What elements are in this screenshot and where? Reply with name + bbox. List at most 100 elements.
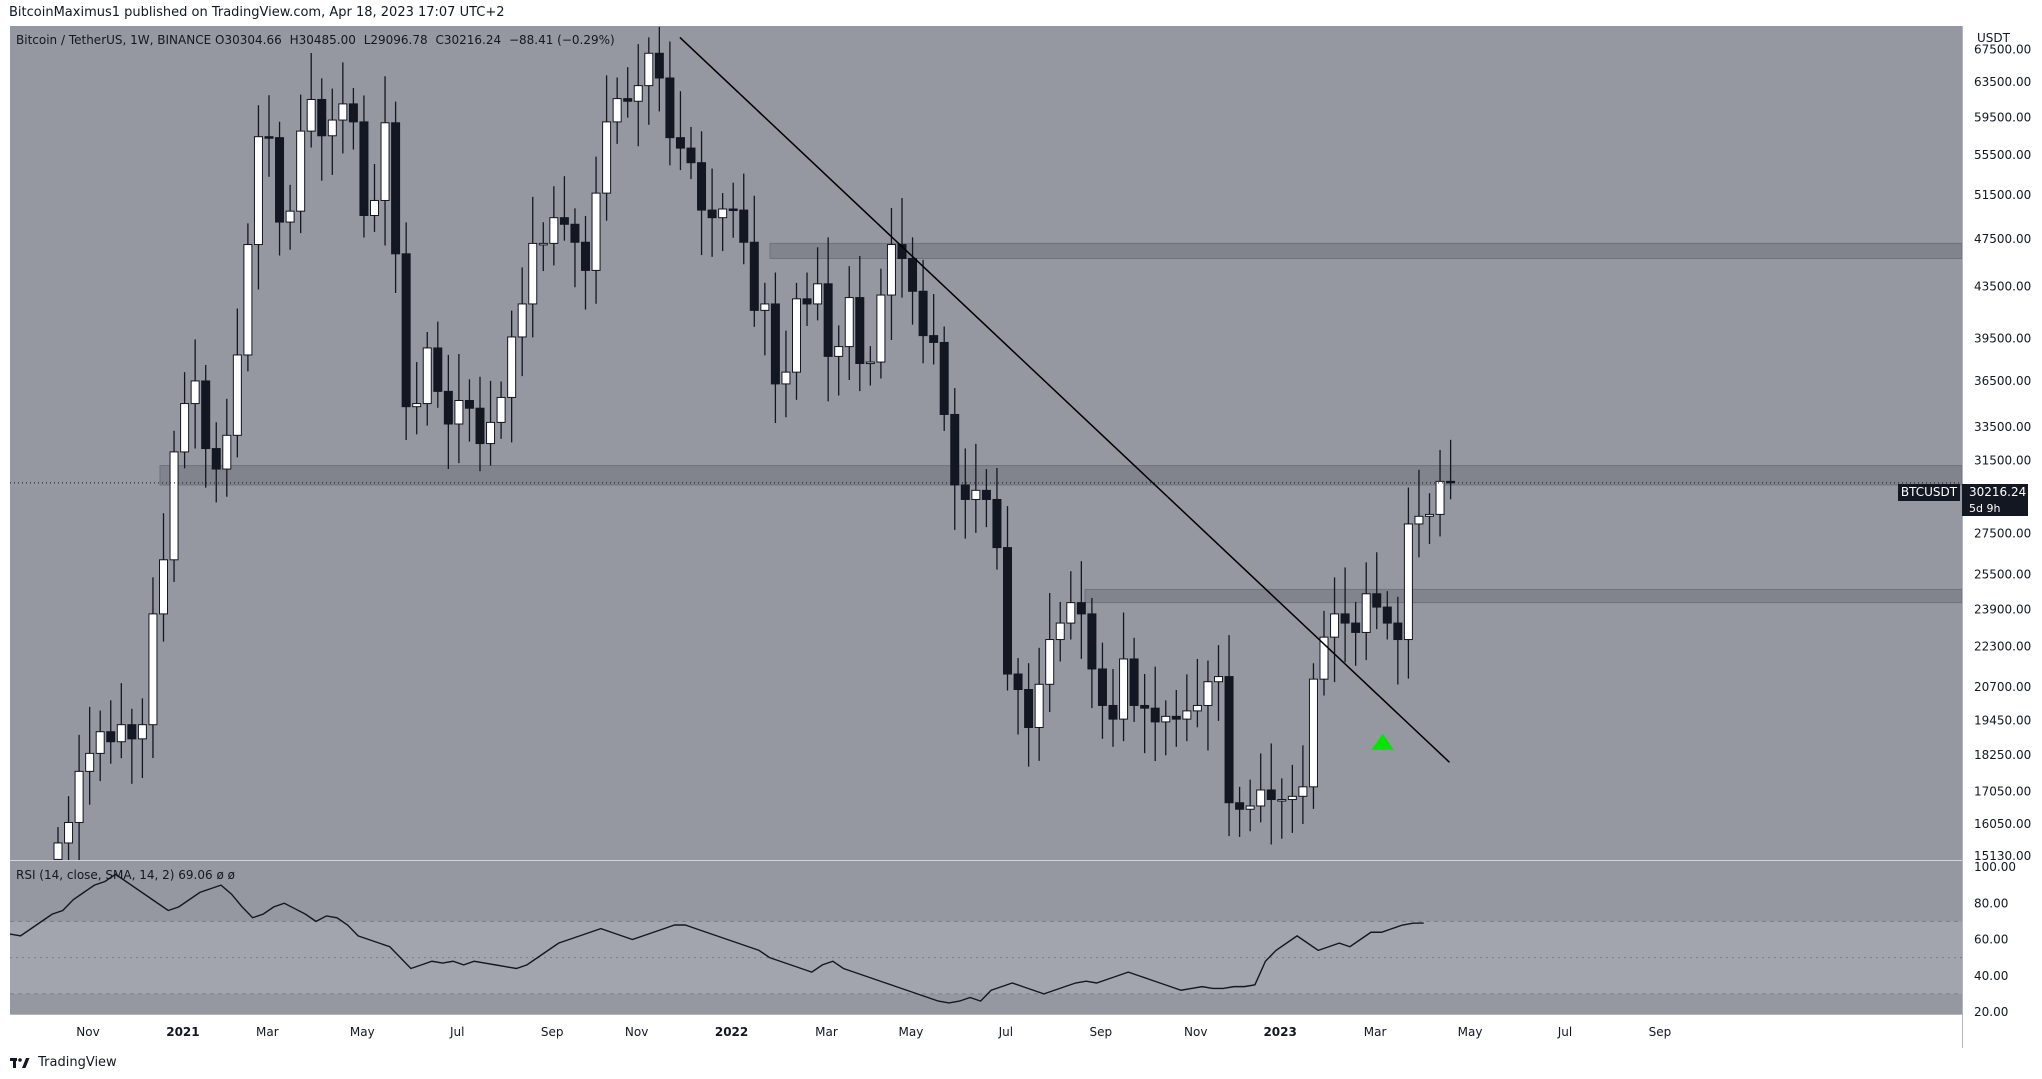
candle — [665, 41, 675, 166]
candle — [159, 513, 168, 642]
candle — [148, 577, 158, 759]
time-tick-label: 2023 — [1263, 1025, 1296, 1039]
rsi-tick-label: 60.00 — [1974, 933, 2008, 947]
candle — [464, 379, 474, 442]
candle — [1076, 561, 1086, 659]
candle — [623, 67, 633, 118]
candle-body — [264, 136, 274, 139]
candle-body — [802, 298, 812, 305]
candle — [475, 376, 485, 472]
support-resistance-zone — [159, 465, 1962, 486]
candle — [1003, 506, 1012, 691]
symbol-title: Bitcoin / TetherUS, 1W, BINANCE — [16, 33, 212, 47]
candle-body — [623, 98, 633, 102]
time-axis-svg[interactable]: Nov 2021 Mar May Jul Sep Nov 2022 Mar May Jul Sep No… — [10, 1014, 1962, 1048]
price-tick-label: 63500.00 — [1974, 75, 2031, 89]
candle — [380, 76, 390, 246]
candle-body — [1319, 636, 1329, 680]
candle — [971, 443, 981, 533]
time-tick-label: 2022 — [715, 1025, 748, 1039]
candle-body — [1034, 683, 1044, 728]
footer-brand-text: TradingView — [38, 1055, 117, 1070]
candle — [327, 88, 337, 175]
candle-body — [1298, 786, 1308, 797]
candle-body — [391, 122, 401, 255]
candle — [433, 321, 443, 408]
candle — [1192, 658, 1202, 728]
candle-body — [813, 283, 823, 305]
candle — [1330, 577, 1340, 683]
candle — [391, 101, 401, 293]
candle — [1245, 779, 1255, 832]
time-tick-label: Jul — [449, 1025, 464, 1039]
candle — [1066, 571, 1076, 640]
candle — [918, 259, 928, 364]
rsi-tick-label: 20.00 — [1974, 1005, 2008, 1019]
candle — [1340, 567, 1350, 663]
candle-body — [496, 396, 506, 423]
candle — [1140, 674, 1150, 754]
candle-body — [443, 390, 453, 425]
price-chart-pane[interactable] — [10, 26, 1962, 860]
candle — [64, 796, 74, 860]
candle — [813, 247, 823, 321]
candle-body — [433, 347, 443, 392]
candle — [1055, 601, 1065, 662]
candle — [1308, 663, 1318, 809]
candle — [1214, 645, 1223, 721]
candle — [1425, 493, 1434, 544]
rsi-extra-1: ø — [216, 868, 224, 882]
open-value: 30304.66 — [224, 33, 282, 47]
candle-body — [1351, 622, 1361, 633]
candle-body — [1108, 704, 1118, 720]
candle-body — [1203, 681, 1213, 706]
candle — [137, 698, 147, 778]
candle-body — [1055, 622, 1065, 641]
candle — [1129, 637, 1139, 722]
candle — [264, 95, 274, 177]
price-tick-label: 19450.00 — [1974, 714, 2031, 728]
candle-body — [1372, 593, 1382, 608]
candle — [1256, 753, 1266, 823]
price-axis[interactable]: USDT 67500.00 63500.00 59500.00 55500.00 5150… — [1962, 26, 2042, 1048]
candle — [1203, 660, 1213, 751]
candle — [612, 77, 622, 144]
price-tick-label: 39500.00 — [1974, 331, 2031, 345]
footer-brand[interactable]: TradingView — [10, 1050, 117, 1076]
candle-body — [1287, 795, 1297, 801]
candle-body — [1224, 676, 1234, 804]
candle-body — [770, 303, 780, 385]
candle — [1150, 666, 1160, 762]
candle — [1266, 743, 1276, 845]
candle — [169, 430, 179, 582]
candle-body — [760, 303, 770, 311]
candle-body — [190, 380, 200, 405]
candle — [370, 163, 379, 232]
candle — [1182, 674, 1192, 742]
candle-body — [1235, 802, 1245, 810]
candle-body — [127, 724, 137, 740]
candle — [1382, 591, 1392, 640]
pane-separator[interactable] — [10, 860, 2042, 861]
candle — [317, 78, 327, 181]
candle-body — [1076, 602, 1086, 615]
candle-body — [781, 371, 791, 385]
rsi-svg[interactable] — [10, 861, 1962, 1014]
time-axis[interactable]: Nov 2021 Mar May Jul Sep Nov 2022 Mar May Jul Sep No… — [10, 1014, 1962, 1048]
current-price-tag: 30216.24 — [1962, 484, 2028, 501]
candle — [939, 326, 949, 431]
candle — [116, 683, 126, 759]
tradingview-logo-icon — [10, 1057, 30, 1068]
rsi-pane[interactable] — [10, 861, 1962, 1014]
candle — [1403, 487, 1413, 679]
candle-body — [929, 335, 939, 343]
candle — [792, 282, 801, 400]
price-chart-svg[interactable] — [10, 26, 1962, 860]
time-tick-label: May — [1458, 1025, 1483, 1039]
candle-body — [897, 244, 907, 259]
candle — [1277, 778, 1287, 839]
candle — [739, 173, 749, 265]
candle-body — [85, 752, 95, 772]
candle-body — [137, 724, 147, 740]
